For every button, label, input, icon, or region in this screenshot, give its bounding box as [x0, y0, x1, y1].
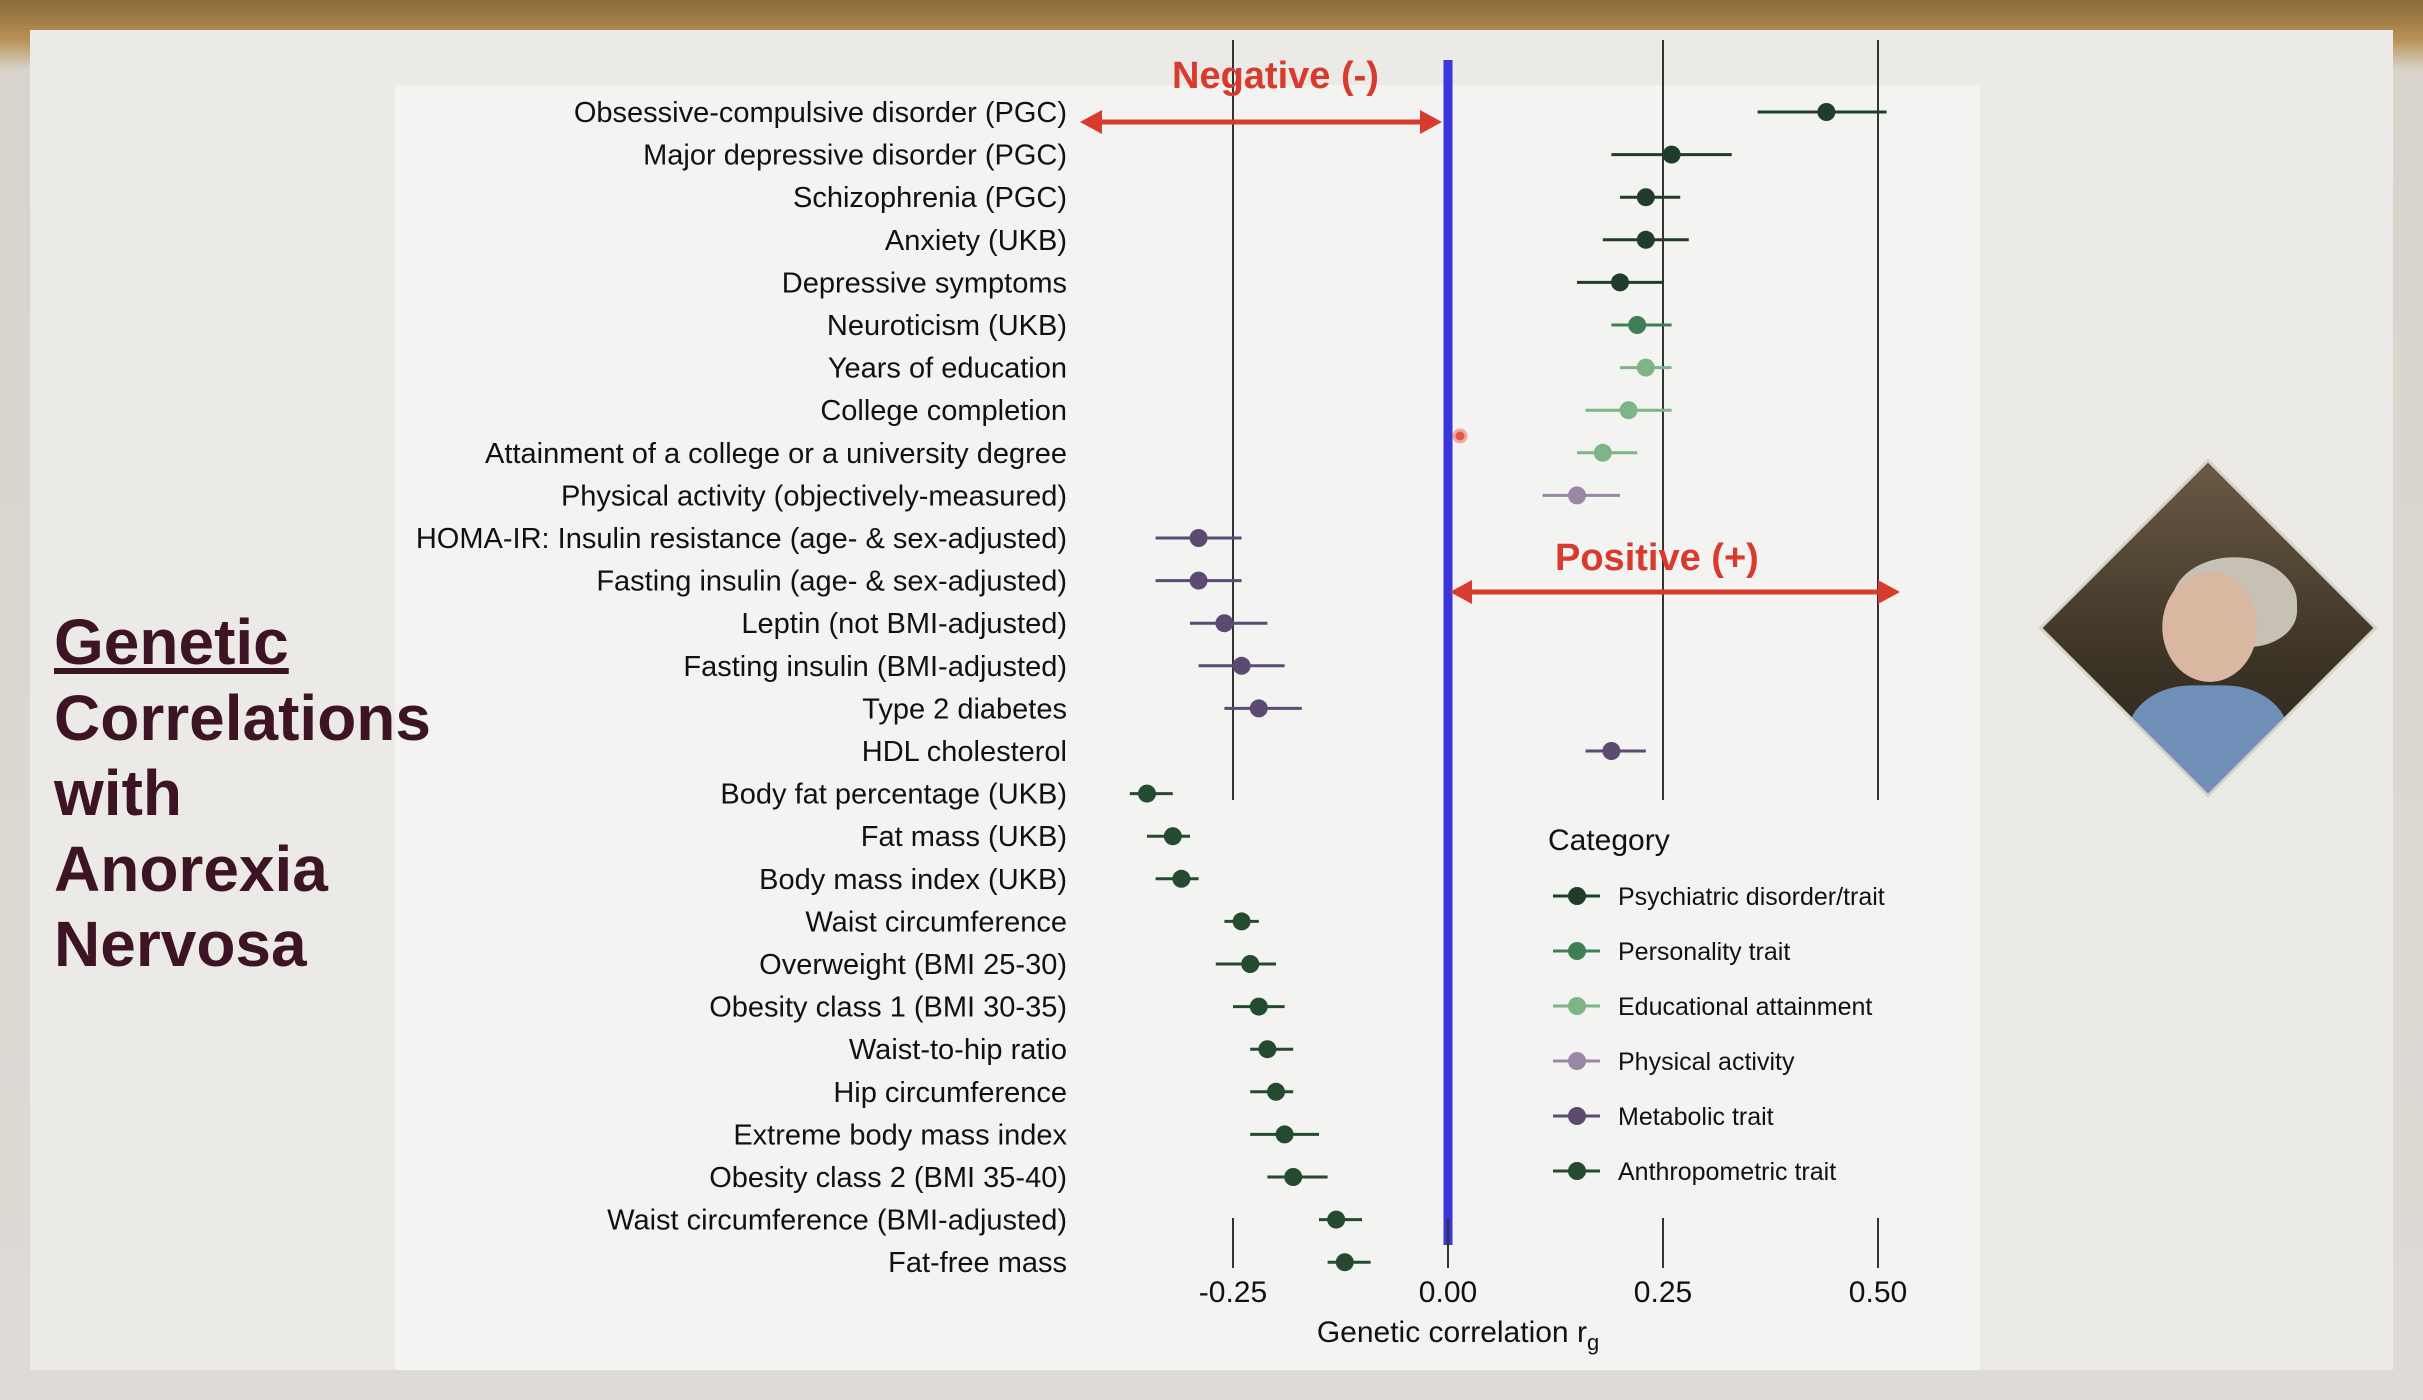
data-point	[1249, 699, 1268, 718]
data-point	[1611, 273, 1629, 292]
x-axis-label: Genetic correlation rg	[1317, 1316, 1599, 1355]
trait-label: Body fat percentage (UKB)	[720, 779, 1067, 811]
legend-marker	[1568, 942, 1586, 960]
trait-label: Attainment of a college or a university …	[485, 438, 1067, 470]
data-point	[1249, 997, 1268, 1016]
legend-entry: Personality trait	[1618, 938, 1790, 966]
trait-label: Hip circumference	[833, 1077, 1067, 1109]
trait-label: Waist-to-hip ratio	[849, 1034, 1067, 1066]
trait-label: Years of education	[828, 353, 1067, 385]
gridlines	[1232, 40, 1879, 800]
data-point	[1662, 145, 1681, 164]
data-points	[1129, 103, 1887, 1272]
legend-marker	[1568, 1162, 1586, 1180]
legend-marker	[1568, 887, 1586, 905]
trait-label: Anxiety (UKB)	[885, 225, 1067, 257]
data-point	[1163, 827, 1182, 846]
data-point	[1335, 1253, 1354, 1272]
trait-label: Waist circumference	[805, 906, 1067, 938]
x-axis: -0.25 0.00 0.25 0.50 Genetic correlation rg	[1199, 1218, 1907, 1355]
data-point	[1817, 103, 1836, 121]
trait-label: College completion	[820, 395, 1067, 427]
data-point	[1258, 1040, 1277, 1059]
legend-entry: Physical activity	[1618, 1048, 1795, 1076]
data-point	[1628, 316, 1647, 334]
title-line: Correlations	[54, 681, 431, 754]
data-point	[1327, 1210, 1346, 1229]
trait-label: Obesity class 2 (BMI 35-40)	[709, 1162, 1067, 1194]
x-tick-label: 0.50	[1849, 1276, 1907, 1309]
slide-title: Genetic Correlations with Anorexia Nervo…	[54, 605, 524, 983]
trait-label: Obesity class 1 (BMI 30-35)	[709, 992, 1067, 1024]
trait-label: Fat mass (UKB)	[861, 821, 1067, 853]
legend-marker	[1568, 1052, 1586, 1070]
positive-annotation: Positive (+)	[1555, 537, 1759, 579]
trait-label: Waist circumference (BMI-adjusted)	[607, 1205, 1067, 1237]
trait-label: Type 2 diabetes	[862, 693, 1067, 725]
title-line: Anorexia	[54, 832, 328, 905]
data-point	[1602, 742, 1621, 760]
legend-entry: Educational attainment	[1618, 993, 1872, 1021]
data-point	[1241, 955, 1260, 973]
arrowhead	[1080, 110, 1102, 134]
x-tick-label: 0.25	[1634, 1276, 1692, 1309]
legend-title: Category	[1548, 824, 1670, 857]
x-tick-label: 0.00	[1419, 1276, 1477, 1309]
data-point	[1568, 486, 1586, 505]
data-point	[1189, 529, 1208, 547]
data-point	[1138, 784, 1156, 803]
data-point	[1619, 401, 1638, 420]
data-point	[1636, 230, 1655, 249]
legend-entry: Metabolic trait	[1618, 1103, 1774, 1131]
trait-label: Major depressive disorder (PGC)	[643, 140, 1067, 172]
data-point	[1636, 188, 1655, 207]
arrowhead	[1878, 580, 1900, 604]
data-point	[1215, 614, 1234, 633]
data-point	[1593, 443, 1612, 462]
trait-label: Fat-free mass	[888, 1247, 1067, 1279]
arrowhead	[1420, 110, 1442, 134]
laser-pointer	[1452, 428, 1468, 444]
negative-annotation: Negative (-)	[1172, 55, 1379, 97]
title-line: Genetic	[54, 606, 289, 678]
x-axis-label-subscript: g	[1587, 1330, 1599, 1355]
trait-label: HDL cholesterol	[862, 736, 1067, 768]
trait-label: Overweight (BMI 25-30)	[759, 949, 1067, 981]
chart-panel	[395, 85, 1980, 1370]
data-point	[1267, 1082, 1285, 1101]
legend-entry: Anthropometric trait	[1618, 1158, 1836, 1186]
trait-label: Obsessive-compulsive disorder (PGC)	[574, 97, 1067, 129]
legend-entry: Psychiatric disorder/trait	[1618, 883, 1885, 911]
trait-label: HOMA-IR: Insulin resistance (age- & sex-…	[416, 523, 1067, 555]
data-point	[1636, 358, 1655, 377]
title-line: Nervosa	[54, 908, 307, 981]
arrowhead	[1450, 580, 1472, 604]
data-point	[1189, 571, 1208, 590]
annotations: Negative (-) Positive (+)	[1080, 55, 1900, 604]
data-point	[1284, 1168, 1303, 1186]
trait-label: Extreme body mass index	[733, 1119, 1067, 1151]
trait-label: Physical activity (objectively-measured)	[561, 480, 1067, 512]
data-point	[1232, 656, 1251, 675]
trait-label: Body mass index (UKB)	[759, 864, 1067, 896]
trait-label: Depressive symptoms	[782, 267, 1067, 299]
data-point	[1275, 1125, 1294, 1144]
data-point	[1172, 869, 1191, 888]
speaker-face	[2162, 571, 2258, 682]
data-point	[1232, 912, 1251, 931]
trait-labels: Obsessive-compulsive disorder (PGC) Major…	[416, 97, 1068, 1279]
x-tick-label: -0.25	[1199, 1276, 1267, 1309]
trait-label: Schizophrenia (PGC)	[793, 182, 1067, 214]
slide: Genetic Correlations with Anorexia Nervo…	[30, 30, 2393, 1370]
legend-marker	[1568, 997, 1586, 1015]
legend-marker	[1568, 1107, 1586, 1125]
trait-label: Neuroticism (UKB)	[827, 310, 1067, 342]
trait-label: Leptin (not BMI-adjusted)	[741, 608, 1067, 640]
trait-label: Fasting insulin (BMI-adjusted)	[683, 651, 1067, 683]
legend: Category Psychiatric disorder/trait Perso…	[1548, 824, 1885, 1186]
trait-label: Fasting insulin (age- & sex-adjusted)	[596, 566, 1067, 598]
title-line: with	[54, 757, 182, 830]
